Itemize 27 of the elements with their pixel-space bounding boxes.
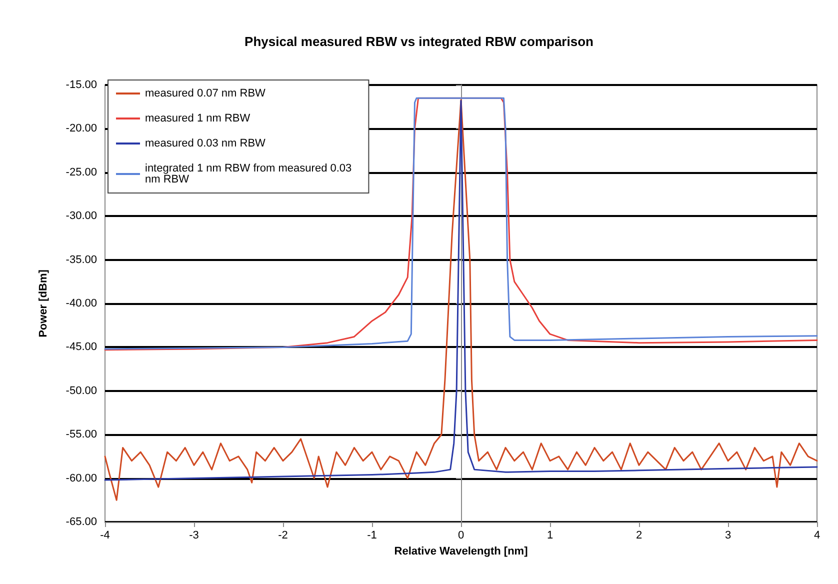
y-tick-label: -20.00 <box>66 122 97 135</box>
y-tick-label: -55.00 <box>66 428 97 441</box>
x-tick-label: -3 <box>189 530 199 542</box>
y-tick-label: -40.00 <box>66 298 97 310</box>
legend-label: measured 0.03 nm RBW <box>145 138 266 150</box>
y-axis-title: Power [dBm] <box>38 269 50 338</box>
y-tick-label: -65.00 <box>66 516 97 528</box>
x-tick-label: 0 <box>458 530 464 542</box>
x-tick-label: -4 <box>100 530 110 542</box>
y-tick-label: -45.00 <box>66 341 97 354</box>
y-tick-label: -60.00 <box>66 472 97 484</box>
y-tick-label: -50.00 <box>66 384 97 397</box>
y-tick-label: -15.00 <box>66 79 97 91</box>
legend-label: measured 1 nm RBW <box>145 112 251 124</box>
x-tick-label: 1 <box>546 530 554 542</box>
legend-label: integrated 1 nm RBW from measured 0.03 nm RBW <box>145 162 355 186</box>
x-tick-label: 4 <box>814 530 820 542</box>
y-tick-label: -35.00 <box>66 254 97 266</box>
y-tick-label: -30.00 <box>66 210 97 222</box>
x-tick-label: 2 <box>636 530 642 542</box>
y-tick-label: -25.00 <box>66 166 97 178</box>
x-axis-title: Relative Wavelength [nm] <box>394 546 528 558</box>
chart-title: Physical measured RBW vs integrated RBW comparison <box>244 34 594 49</box>
x-tick-label: -1 <box>367 530 377 542</box>
x-tick-label: -2 <box>278 530 288 542</box>
x-tick-label: 3 <box>724 530 732 542</box>
legend-label: measured 0.07 nm RBW <box>145 88 266 100</box>
